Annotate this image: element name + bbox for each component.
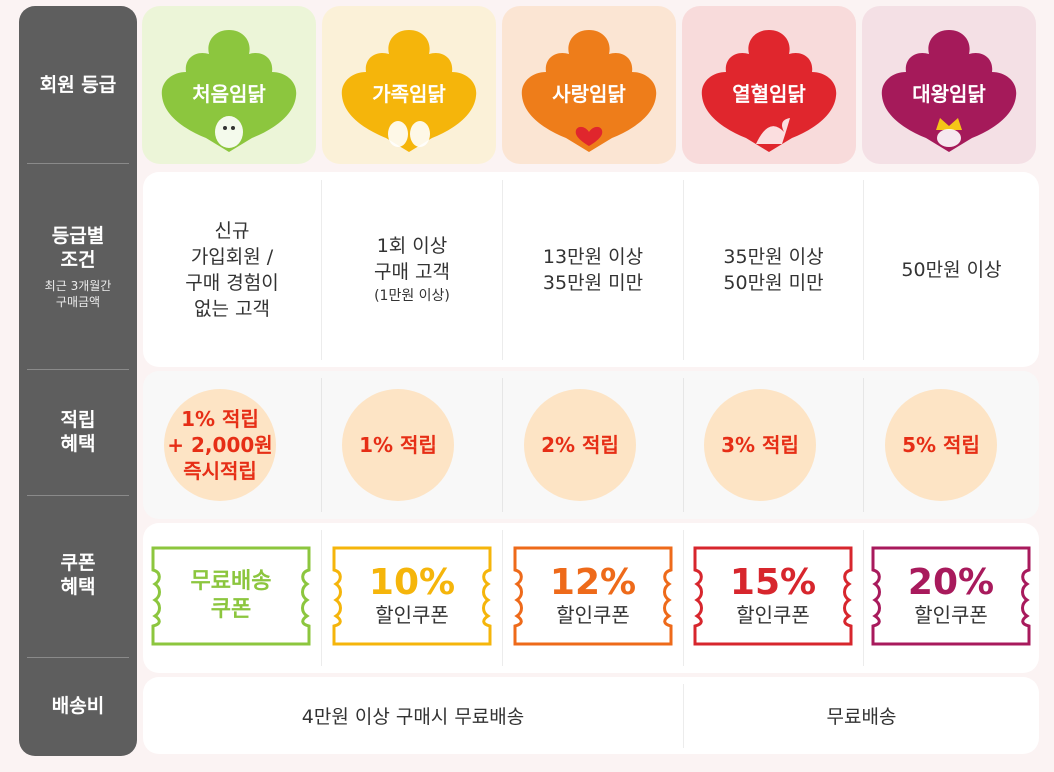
chicken-king-icon: 대왕임닭 (874, 20, 1024, 160)
grade-name: 처음임닭 (192, 82, 266, 106)
divider (27, 163, 129, 164)
divider (502, 180, 503, 360)
reward-line: 5% 적립 (902, 433, 980, 457)
reward-line: 1% 적립 (181, 407, 259, 431)
coupon-subtitle: 할인쿠폰 (375, 603, 449, 627)
condition-line: 구매 경험이 (185, 271, 279, 294)
coupon-percent: 12% (549, 562, 637, 603)
reward-label-2: 혜택 (60, 433, 96, 455)
divider (321, 378, 322, 512)
coupon-ticket-3: 12% 할인쿠폰 (513, 546, 673, 646)
divider (683, 180, 684, 360)
reward-circle-2: 1% 적립 (342, 389, 454, 501)
divider (27, 657, 129, 658)
grade-name: 사랑임닭 (552, 82, 626, 106)
coupon-subtitle: 할인쿠폰 (914, 603, 988, 627)
grade-cell-4: 열혈임닭 (682, 6, 856, 164)
reward-line: + 2,000원 (167, 433, 273, 457)
condition-note: (1만원 이상) (374, 287, 450, 304)
grade-cell-3: 사랑임닭 (502, 6, 676, 164)
coupon-title: 무료배송 (190, 569, 272, 594)
divider (683, 530, 684, 666)
condition-line: 35만원 이상 (723, 245, 824, 268)
condition-line: 35만원 미만 (542, 271, 644, 294)
coupon-label-1: 쿠폰 (60, 552, 96, 574)
shipping-text-right: 무료배송 (826, 706, 897, 728)
shipping-panel (143, 677, 1039, 754)
row-label-shipping: 배송비 (19, 658, 137, 754)
divider (683, 684, 684, 748)
condition-cell-1: 신규 가입회원 / 구매 경험이 없는 고객 (143, 172, 321, 367)
shipping-label: 배송비 (51, 695, 105, 717)
grade-name: 가족임닭 (372, 82, 446, 106)
row-label-coupon: 쿠폰 혜택 (19, 495, 137, 655)
divider (502, 530, 503, 666)
reward-circle-1: 1% 적립 + 2,000원 즉시적립 (164, 389, 276, 501)
coupon-percent: 20% (907, 562, 995, 603)
divider (863, 378, 864, 512)
reward-label-1: 적립 (60, 409, 96, 431)
divider (683, 378, 684, 512)
grade-name: 열혈임닭 (732, 82, 806, 106)
coupon-percent: 10% (368, 562, 456, 603)
condition-sub-2: 구매금액 (55, 294, 101, 309)
condition-line: 13만원 이상 (542, 245, 644, 268)
coupon-subtitle: 할인쿠폰 (556, 603, 630, 627)
reward-line: 즉시적립 (183, 459, 257, 483)
condition-sub-1: 최근 3개월간 (44, 278, 112, 293)
row-label-condition: 등급별 조건 최근 3개월간 구매금액 (19, 164, 137, 369)
grade-label: 회원 등급 (39, 74, 117, 96)
coupon-label-2: 혜택 (60, 576, 96, 598)
chicken-family-icon: 가족임닭 (334, 20, 484, 160)
divider (321, 180, 322, 360)
condition-line: 구매 고객 (374, 260, 450, 283)
reward-line: 1% 적립 (359, 433, 437, 457)
condition-panel (143, 172, 1039, 367)
coupon-ticket-4: 15% 할인쿠폰 (693, 546, 853, 646)
condition-cell-3: 13만원 이상 35만원 미만 (503, 172, 683, 367)
condition-cell-4: 35만원 이상 50만원 미만 (684, 172, 863, 367)
condition-line: 없는 고객 (194, 297, 270, 320)
condition-label-2: 조건 (60, 248, 96, 271)
coupon-subtitle: 할인쿠폰 (736, 603, 810, 627)
condition-line: 1회 이상 (376, 234, 448, 257)
reward-line: 3% 적립 (721, 433, 799, 457)
grade-name: 대왕임닭 (912, 82, 986, 106)
grade-cell-2: 가족임닭 (322, 6, 496, 164)
divider (27, 495, 129, 496)
reward-circle-5: 5% 적립 (885, 389, 997, 501)
condition-line: 50만원 미만 (723, 271, 824, 294)
row-label-reward: 적립 혜택 (19, 369, 137, 495)
row-label-grade: 회원 등급 (19, 6, 137, 164)
coupon-subtitle: 쿠폰 (210, 597, 252, 622)
condition-line: 가입회원 / (190, 245, 274, 268)
divider (321, 530, 322, 666)
divider (502, 378, 503, 512)
coupon-ticket-2: 10% 할인쿠폰 (332, 546, 492, 646)
chicken-fire-icon: 열혈임닭 (694, 20, 844, 160)
grade-cell-1: 처음임닭 (142, 6, 316, 164)
condition-label-1: 등급별 (51, 224, 105, 247)
divider (27, 369, 129, 370)
condition-cell-5: 50만원 이상 (864, 172, 1039, 367)
reward-circle-3: 2% 적립 (524, 389, 636, 501)
grade-cell-5: 대왕임닭 (862, 6, 1036, 164)
coupon-ticket-5: 20% 할인쿠폰 (871, 546, 1031, 646)
grade-sidebar: 회원 등급 등급별 조건 최근 3개월간 구매금액 적립 혜택 쿠폰 혜택 배송… (19, 6, 137, 756)
chicken-sprout-icon: 처음임닭 (154, 20, 304, 160)
condition-line: 신규 (214, 219, 250, 242)
shipping-text-left: 4만원 이상 구매시 무료배송 (301, 706, 525, 728)
coupon-percent: 15% (729, 562, 817, 603)
coupon-ticket-1: 무료배송 쿠폰 (151, 546, 311, 646)
divider (863, 530, 864, 666)
condition-cell-2: 1회 이상 구매 고객 (1만원 이상) (322, 172, 502, 367)
chicken-heart-icon: 사랑임닭 (514, 20, 664, 160)
condition-line: 50만원 이상 (901, 258, 1002, 281)
reward-line: 2% 적립 (541, 433, 619, 457)
reward-circle-4: 3% 적립 (704, 389, 816, 501)
divider (863, 180, 864, 360)
